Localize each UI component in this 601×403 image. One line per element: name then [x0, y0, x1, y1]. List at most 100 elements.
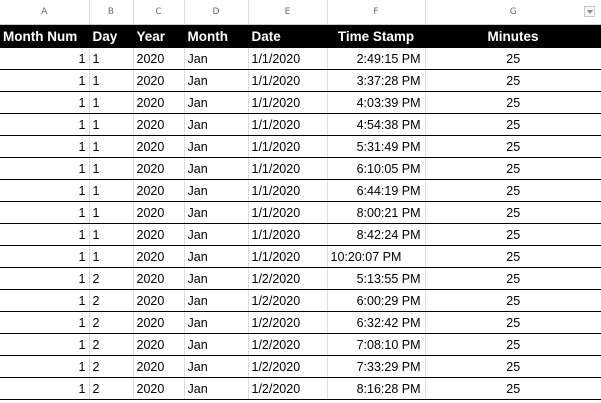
- cell-time-stamp[interactable]: 6:00:29 PM: [327, 289, 426, 312]
- cell-date[interactable]: 1/2/2020: [248, 333, 328, 356]
- header-date[interactable]: Date: [248, 24, 328, 48]
- cell-time-stamp[interactable]: 7:33:29 PM: [327, 355, 426, 378]
- cell-day[interactable]: 1: [89, 157, 134, 180]
- cell-month[interactable]: Jan: [184, 48, 249, 70]
- cell-time-stamp[interactable]: 8:00:21 PM: [327, 201, 426, 224]
- cell-date[interactable]: 1/1/2020: [248, 48, 328, 70]
- cell-month-num[interactable]: 1: [0, 333, 90, 356]
- cell-date[interactable]: 1/2/2020: [248, 289, 328, 312]
- cell-day[interactable]: 2: [89, 377, 134, 400]
- cell-date[interactable]: 1/2/2020: [248, 355, 328, 378]
- cell-minutes[interactable]: 25: [425, 69, 601, 92]
- cell-minutes[interactable]: 25: [425, 48, 601, 70]
- cell-month[interactable]: Jan: [184, 267, 249, 290]
- cell-month-num[interactable]: 1: [0, 48, 90, 70]
- cell-day[interactable]: 1: [89, 245, 134, 268]
- cell-minutes[interactable]: 25: [425, 179, 601, 202]
- cell-year[interactable]: 2020: [133, 223, 185, 246]
- cell-time-stamp[interactable]: 6:44:19 PM: [327, 179, 426, 202]
- cell-minutes[interactable]: 25: [425, 245, 601, 268]
- cell-time-stamp[interactable]: 5:31:49 PM: [327, 135, 426, 158]
- cell-month-num[interactable]: 1: [0, 69, 90, 92]
- cell-year[interactable]: 2020: [133, 355, 185, 378]
- cell-month-num[interactable]: 1: [0, 157, 90, 180]
- cell-day[interactable]: 1: [89, 179, 134, 202]
- header-day[interactable]: Day: [89, 24, 134, 48]
- cell-time-stamp[interactable]: 4:03:39 PM: [327, 91, 426, 114]
- cell-month-num[interactable]: 1: [0, 91, 90, 114]
- cell-day[interactable]: 1: [89, 223, 134, 246]
- cell-month[interactable]: Jan: [184, 223, 249, 246]
- cell-year[interactable]: 2020: [133, 135, 185, 158]
- header-month[interactable]: Month: [184, 24, 249, 48]
- cell-minutes[interactable]: 25: [425, 113, 601, 136]
- cell-month[interactable]: Jan: [184, 245, 249, 268]
- cell-date[interactable]: 1/1/2020: [248, 201, 328, 224]
- cell-day[interactable]: 2: [89, 311, 134, 334]
- column-letter-f[interactable]: F: [327, 0, 426, 25]
- cell-time-stamp[interactable]: 8:42:24 PM: [327, 223, 426, 246]
- column-letter-b[interactable]: B: [89, 0, 134, 25]
- cell-minutes[interactable]: 25: [425, 223, 601, 246]
- cell-date[interactable]: 1/1/2020: [248, 223, 328, 246]
- cell-month[interactable]: Jan: [184, 311, 249, 334]
- cell-minutes[interactable]: 25: [425, 311, 601, 334]
- cell-time-stamp[interactable]: 10:20:07 PM: [327, 245, 426, 268]
- column-letter-a[interactable]: A: [0, 0, 90, 25]
- cell-month[interactable]: Jan: [184, 157, 249, 180]
- cell-date[interactable]: 1/2/2020: [248, 267, 328, 290]
- cell-day[interactable]: 1: [89, 113, 134, 136]
- cell-year[interactable]: 2020: [133, 267, 185, 290]
- cell-month-num[interactable]: 1: [0, 267, 90, 290]
- cell-year[interactable]: 2020: [133, 48, 185, 70]
- cell-month-num[interactable]: 1: [0, 135, 90, 158]
- cell-minutes[interactable]: 25: [425, 289, 601, 312]
- cell-month[interactable]: Jan: [184, 179, 249, 202]
- cell-year[interactable]: 2020: [133, 311, 185, 334]
- cell-month-num[interactable]: 1: [0, 201, 90, 224]
- column-letter-c[interactable]: C: [133, 0, 185, 25]
- cell-date[interactable]: 1/1/2020: [248, 157, 328, 180]
- cell-date[interactable]: 1/1/2020: [248, 179, 328, 202]
- cell-month[interactable]: Jan: [184, 333, 249, 356]
- cell-minutes[interactable]: 25: [425, 333, 601, 356]
- cell-month[interactable]: Jan: [184, 113, 249, 136]
- filter-dropdown-icon[interactable]: [584, 6, 595, 17]
- cell-time-stamp[interactable]: 3:37:28 PM: [327, 69, 426, 92]
- cell-month[interactable]: Jan: [184, 201, 249, 224]
- cell-minutes[interactable]: 25: [425, 91, 601, 114]
- cell-time-stamp[interactable]: 6:32:42 PM: [327, 311, 426, 334]
- cell-date[interactable]: 1/1/2020: [248, 135, 328, 158]
- cell-time-stamp[interactable]: 2:49:15 PM: [327, 48, 426, 70]
- cell-day[interactable]: 1: [89, 69, 134, 92]
- cell-month[interactable]: Jan: [184, 355, 249, 378]
- cell-month-num[interactable]: 1: [0, 377, 90, 400]
- cell-day[interactable]: 1: [89, 48, 134, 70]
- cell-date[interactable]: 1/1/2020: [248, 113, 328, 136]
- cell-year[interactable]: 2020: [133, 289, 185, 312]
- cell-year[interactable]: 2020: [133, 91, 185, 114]
- cell-month-num[interactable]: 1: [0, 113, 90, 136]
- cell-month-num[interactable]: 1: [0, 179, 90, 202]
- cell-date[interactable]: 1/1/2020: [248, 91, 328, 114]
- cell-month[interactable]: Jan: [184, 377, 249, 400]
- cell-minutes[interactable]: 25: [425, 355, 601, 378]
- cell-minutes[interactable]: 25: [425, 201, 601, 224]
- cell-time-stamp[interactable]: 4:54:38 PM: [327, 113, 426, 136]
- cell-year[interactable]: 2020: [133, 69, 185, 92]
- cell-year[interactable]: 2020: [133, 113, 185, 136]
- cell-minutes[interactable]: 25: [425, 157, 601, 180]
- cell-time-stamp[interactable]: 7:08:10 PM: [327, 333, 426, 356]
- cell-minutes[interactable]: 25: [425, 377, 601, 400]
- cell-month-num[interactable]: 1: [0, 245, 90, 268]
- header-time-stamp[interactable]: Time Stamp: [327, 24, 426, 48]
- header-month-num[interactable]: Month Num: [0, 24, 90, 48]
- cell-month-num[interactable]: 1: [0, 355, 90, 378]
- cell-day[interactable]: 1: [89, 91, 134, 114]
- column-letter-d[interactable]: D: [184, 0, 249, 25]
- cell-year[interactable]: 2020: [133, 245, 185, 268]
- cell-minutes[interactable]: 25: [425, 135, 601, 158]
- cell-date[interactable]: 1/1/2020: [248, 245, 328, 268]
- cell-day[interactable]: 1: [89, 201, 134, 224]
- cell-day[interactable]: 2: [89, 289, 134, 312]
